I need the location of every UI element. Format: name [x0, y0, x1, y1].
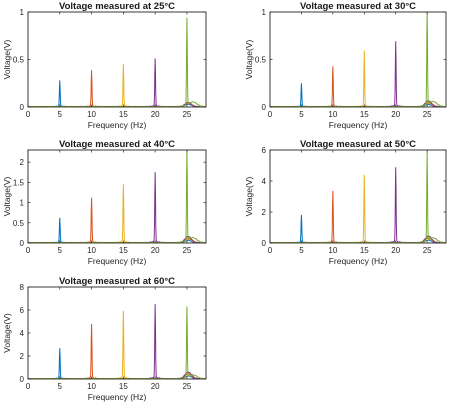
- chart-panel-3: 0 5 10 15 20 25 0 0.5 1 1.5 2 Voltage measured at 4…: [2, 139, 207, 266]
- x-tick-label: 25: [182, 246, 191, 255]
- y-tick-label: 0: [20, 239, 25, 248]
- chart-title: Voltage measured at 50°C: [300, 139, 416, 150]
- plot-area: [269, 149, 447, 244]
- x-tick-label: 20: [151, 382, 160, 391]
- x-tick-label: 5: [299, 246, 304, 255]
- x-tick-label: 0: [26, 382, 31, 391]
- y-tick-label: 1: [20, 199, 25, 208]
- x-tick-label: 10: [87, 246, 96, 255]
- y-tick-label: 6: [262, 146, 267, 155]
- y-axis-label: Voltage(V): [244, 39, 254, 79]
- x-axis-label: Frequency (Hz): [88, 392, 147, 402]
- x-tick-label: 25: [182, 110, 191, 119]
- x-tick-label: 0: [26, 246, 31, 255]
- x-tick-label: 10: [87, 110, 96, 119]
- y-tick-label: 4: [262, 177, 267, 186]
- x-tick-label: 5: [58, 382, 63, 391]
- x-tick-label: 5: [58, 246, 63, 255]
- y-tick-label: 0: [262, 239, 267, 248]
- y-axis-label: Voltage(V): [2, 176, 12, 216]
- y-tick-label: 2: [262, 208, 267, 217]
- x-tick-label: 20: [151, 246, 160, 255]
- x-axis-label: Frequency (Hz): [329, 120, 388, 130]
- x-tick-label: 20: [151, 110, 160, 119]
- plot-area: [27, 11, 207, 108]
- chart-title: Voltage measured at 25°C: [59, 1, 175, 12]
- x-tick-label: 5: [299, 110, 304, 119]
- x-tick-label: 10: [328, 110, 337, 119]
- x-tick-label: 25: [423, 246, 432, 255]
- y-tick-label: 0: [262, 103, 267, 112]
- x-tick-label: 15: [119, 382, 128, 391]
- y-tick-label: 0.5: [13, 56, 25, 65]
- x-tick-label: 15: [360, 246, 369, 255]
- x-axis-label: Frequency (Hz): [88, 120, 147, 130]
- chart-panel-1: 0 5 10 15 20 25 0 0.5 1 Voltage measured at 25°C F…: [2, 1, 207, 130]
- chart-panel-2: 0 5 10 15 20 25 0 0.5 1 Voltage measured at 30°C F…: [244, 1, 447, 130]
- y-tick-label: 1.5: [13, 178, 25, 187]
- x-tick-label: 0: [268, 246, 273, 255]
- axes-frame: [269, 149, 447, 244]
- y-tick-label: 8: [20, 283, 25, 292]
- y-tick-label: 0.5: [13, 219, 25, 228]
- x-tick-label: 5: [58, 110, 63, 119]
- x-tick-label: 10: [87, 382, 96, 391]
- x-tick-label: 15: [360, 110, 369, 119]
- chart-title: Voltage measured at 60°C: [59, 276, 175, 287]
- x-tick-label: 25: [182, 382, 191, 391]
- x-axis-label: Frequency (Hz): [329, 256, 388, 266]
- x-tick-label: 20: [391, 110, 400, 119]
- x-tick-label: 15: [119, 246, 128, 255]
- chart-title: Voltage measured at 30°C: [300, 1, 416, 12]
- x-tick-label: 20: [391, 246, 400, 255]
- y-tick-label: 2: [20, 158, 25, 167]
- y-tick-label: 1: [262, 8, 267, 17]
- y-axis-label: Voltage(V): [2, 313, 12, 353]
- x-tick-label: 15: [119, 110, 128, 119]
- plot-area: [27, 286, 207, 380]
- x-tick-label: 25: [423, 110, 432, 119]
- y-tick-label: 1: [20, 8, 25, 17]
- x-tick-label: 10: [328, 246, 337, 255]
- y-tick-label: 0.5: [255, 56, 267, 65]
- axes-frame: [27, 149, 207, 244]
- x-axis-label: Frequency (Hz): [88, 256, 147, 266]
- y-axis-label: Voltage(V): [2, 39, 12, 79]
- plot-area: [27, 149, 207, 244]
- x-tick-label: 0: [268, 110, 273, 119]
- chart-panel-4: 0 5 10 15 20 25 0 2 4 6 Voltage measured at 50°C Fr…: [244, 139, 447, 266]
- chart-panel-5: 0 5 10 15 20 25 0 2 4 6 8 Voltage measured at 60°C F…: [2, 276, 207, 402]
- x-tick-label: 0: [26, 110, 31, 119]
- chart-title: Voltage measured at 40°C: [59, 139, 175, 150]
- y-tick-label: 4: [20, 329, 25, 338]
- y-tick-label: 0: [20, 103, 25, 112]
- y-tick-label: 6: [20, 306, 25, 315]
- plot-area: [269, 11, 447, 108]
- y-axis-label: Voltage(V): [244, 176, 254, 216]
- y-tick-label: 2: [20, 352, 25, 361]
- y-tick-label: 0: [20, 375, 25, 384]
